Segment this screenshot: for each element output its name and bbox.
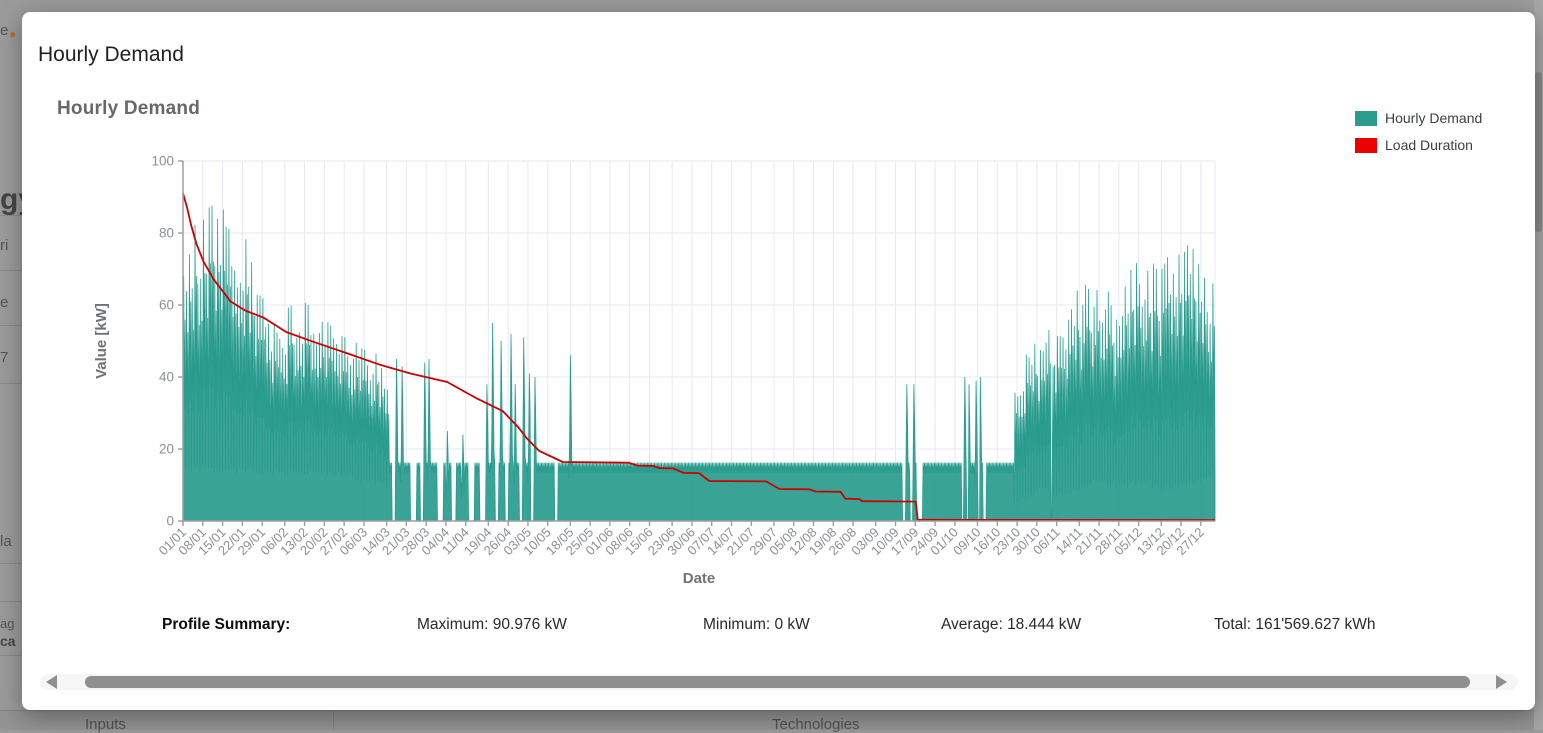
- background-divider: [0, 325, 22, 326]
- background-text-fragment: la: [0, 533, 12, 550]
- svg-text:20: 20: [159, 442, 174, 457]
- background-text-fragment: e: [0, 294, 9, 311]
- background-divider: [0, 655, 22, 656]
- background-text-fragment: e: [0, 22, 9, 39]
- legend-item-load-duration[interactable]: Load Duration: [1355, 137, 1482, 153]
- hourly-demand-swatch-icon: [1355, 110, 1377, 126]
- scroll-left-icon: [46, 675, 57, 689]
- background-divider: [0, 563, 22, 564]
- background-divider: [0, 710, 1543, 711]
- background-bottom-strip: [0, 710, 1543, 730]
- chart-legend: Hourly Demand Load Duration: [1355, 110, 1482, 164]
- svg-text:80: 80: [159, 226, 174, 241]
- legend-item-hourly-demand[interactable]: Hourly Demand: [1355, 110, 1482, 126]
- background-text-fragment: ca: [0, 633, 16, 649]
- load-duration-curve: [182, 193, 1216, 521]
- svg-text:0: 0: [166, 514, 174, 529]
- summary-minimum: Minimum: 0 kW: [703, 616, 810, 633]
- background-text-fragment: ag: [0, 616, 15, 631]
- x-axis-ticks: 01/0108/0115/0122/0129/0106/0213/0220/02…: [156, 521, 1207, 558]
- background-text-fragment: 7: [0, 349, 9, 366]
- page-scrollbar[interactable]: [1534, 0, 1543, 730]
- y-axis-title: Value [kW]: [93, 303, 110, 379]
- background-divider: [0, 215, 22, 216]
- hourly-demand-dialog: Hourly Demand Hourly Demand Hourly Deman…: [22, 12, 1535, 710]
- scroll-left-button[interactable]: [46, 675, 60, 689]
- hourly-demand-chart[interactable]: 0 20 40 60 80 100 01/0108/0115/0122/0129/0106/…: [80, 148, 1230, 610]
- scrollbar-thumb[interactable]: [85, 676, 1470, 688]
- legend-label: Load Duration: [1385, 137, 1473, 153]
- summary-average: Average: 18.444 kW: [941, 616, 1082, 633]
- hourly-demand-series: [182, 205, 1216, 522]
- summary-maximum: Maximum: 90.976 kW: [417, 616, 567, 633]
- svg-text:40: 40: [159, 370, 174, 385]
- horizontal-scrollbar[interactable]: [40, 672, 1518, 692]
- background-text-fragment: ri: [0, 237, 9, 254]
- background-divider: [0, 383, 22, 384]
- axes: [182, 161, 1215, 522]
- summary-total: Total: 161'569.627 kWh: [1214, 616, 1376, 633]
- scroll-right-button[interactable]: [1496, 675, 1510, 689]
- legend-label: Hourly Demand: [1385, 110, 1483, 126]
- background-divider: [0, 270, 22, 271]
- chart-title: Hourly Demand: [57, 98, 201, 119]
- page-scrollbar-thumb[interactable]: [1535, 72, 1542, 232]
- x-axis-title: Date: [683, 570, 716, 587]
- background-divider: [333, 711, 334, 730]
- svg-text:100: 100: [151, 154, 174, 169]
- background-text-fragment: Technologies: [772, 716, 860, 733]
- dialog-title: Hourly Demand: [38, 43, 184, 66]
- background-text-fragment: Inputs: [85, 716, 126, 733]
- scroll-right-icon: [1496, 675, 1507, 689]
- load-duration-swatch-icon: [1355, 137, 1377, 153]
- background-divider: [0, 601, 22, 602]
- background-text-fragment: ●: [9, 27, 17, 41]
- summary-heading: Profile Summary:: [162, 616, 291, 633]
- y-axis-ticks: 0 20 40 60 80 100: [151, 154, 183, 529]
- svg-text:60: 60: [159, 298, 174, 313]
